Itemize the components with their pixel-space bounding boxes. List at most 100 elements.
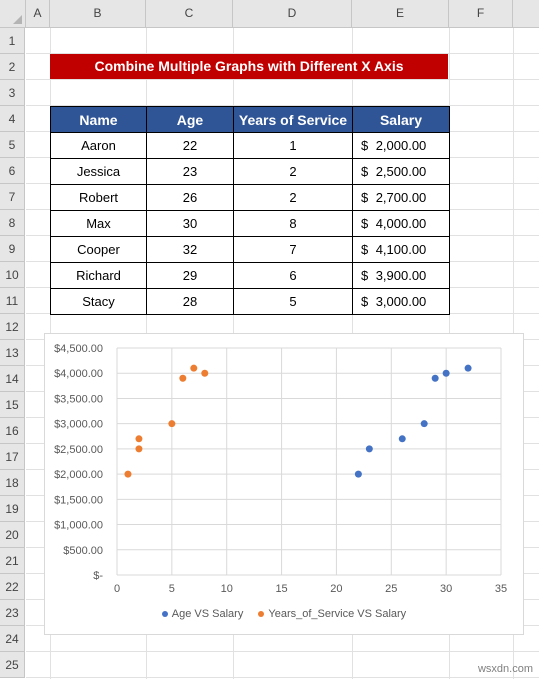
- data-point: [398, 435, 406, 443]
- x-tick-label: 20: [330, 583, 342, 595]
- y-tick-label: $2,000.00: [54, 469, 103, 481]
- data-point: [442, 369, 450, 377]
- scatter-chart[interactable]: $- $500.00 $1,000.00 $1,500.00 $2,000.00 $2,5…: [44, 333, 524, 635]
- cell-salary[interactable]: $3,900.00: [352, 262, 450, 289]
- x-tick-label: 25: [385, 583, 397, 595]
- row-header-24[interactable]: 24: [0, 626, 25, 652]
- gridline-row: [26, 651, 539, 652]
- x-tick-label: 10: [221, 583, 233, 595]
- select-all-triangle: [13, 15, 22, 24]
- cell-age[interactable]: 29: [146, 262, 234, 289]
- row-header-3[interactable]: 3: [0, 80, 25, 106]
- row-header-15[interactable]: 15: [0, 392, 25, 418]
- row-header-20[interactable]: 20: [0, 522, 25, 548]
- column-header-a[interactable]: A: [26, 0, 50, 27]
- data-point: [354, 470, 362, 478]
- legend-item-years[interactable]: Years_of_Service VS Salary: [258, 608, 406, 620]
- cell-years[interactable]: 1: [233, 132, 353, 159]
- cell-years[interactable]: 8: [233, 210, 353, 237]
- data-point: [179, 374, 187, 382]
- x-tick-label: 30: [440, 583, 452, 595]
- cell-name[interactable]: Richard: [50, 262, 147, 289]
- cell-salary[interactable]: $2,500.00: [352, 158, 450, 185]
- cell-name[interactable]: Max: [50, 210, 147, 237]
- cell-age[interactable]: 28: [146, 288, 234, 315]
- gridline-row: [26, 79, 539, 80]
- row-header-16[interactable]: 16: [0, 418, 25, 444]
- cell-years[interactable]: 5: [233, 288, 353, 315]
- y-tick-label: $3,500.00: [54, 393, 103, 405]
- row-header-22[interactable]: 22: [0, 574, 25, 600]
- cell-years[interactable]: 2: [233, 158, 353, 185]
- select-all-button[interactable]: [0, 0, 26, 27]
- table-row: Jessica 23 2 $2,500.00: [50, 158, 450, 185]
- row-header-21[interactable]: 21: [0, 548, 25, 574]
- column-header-d[interactable]: D: [233, 0, 352, 27]
- header-years-of-service[interactable]: Years of Service: [233, 106, 353, 133]
- y-tick-label: $2,500.00: [54, 444, 103, 456]
- row-header-17[interactable]: 17: [0, 444, 25, 470]
- cell-age[interactable]: 22: [146, 132, 234, 159]
- salary-value: 2,700.00: [375, 190, 427, 205]
- table-row: Richard 29 6 $3,900.00: [50, 262, 450, 289]
- cell-salary[interactable]: $4,000.00: [352, 210, 450, 237]
- row-header-19[interactable]: 19: [0, 496, 25, 522]
- cell-years[interactable]: 7: [233, 236, 353, 263]
- row-header-2[interactable]: 2: [0, 54, 25, 80]
- data-point: [464, 364, 472, 372]
- column-header-f[interactable]: F: [449, 0, 513, 27]
- cell-salary[interactable]: $2,000.00: [352, 132, 450, 159]
- sheet-title[interactable]: Combine Multiple Graphs with Different X…: [50, 54, 448, 79]
- cell-age[interactable]: 30: [146, 210, 234, 237]
- row-header-8[interactable]: 8: [0, 210, 25, 236]
- chart-legend: Age VS Salary Years_of_Service VS Salary: [45, 608, 523, 620]
- cell-age[interactable]: 26: [146, 184, 234, 211]
- watermark: wsxdn.com: [477, 663, 533, 675]
- row-header-13[interactable]: 13: [0, 340, 25, 366]
- cell-name[interactable]: Cooper: [50, 236, 147, 263]
- row-header-23[interactable]: 23: [0, 600, 25, 626]
- cell-age[interactable]: 23: [146, 158, 234, 185]
- cell-years[interactable]: 2: [233, 184, 353, 211]
- legend-label-years: Years_of_Service VS Salary: [268, 608, 407, 620]
- table-row: Cooper 32 7 $4,100.00: [50, 236, 450, 263]
- cell-salary[interactable]: $4,100.00: [352, 236, 450, 263]
- data-point: [190, 364, 198, 372]
- currency-symbol: $: [361, 294, 369, 309]
- row-header-12[interactable]: 12: [0, 314, 25, 340]
- header-age[interactable]: Age: [146, 106, 234, 133]
- cell-age[interactable]: 32: [146, 236, 234, 263]
- header-salary[interactable]: Salary: [352, 106, 450, 133]
- cell-name[interactable]: Stacy: [50, 288, 147, 315]
- row-header-18[interactable]: 18: [0, 470, 25, 496]
- y-tick-label: $1,000.00: [54, 520, 103, 532]
- data-point: [431, 374, 439, 382]
- row-header-5[interactable]: 5: [0, 132, 25, 158]
- row-header-4[interactable]: 4: [0, 106, 25, 132]
- legend-marker-years: [258, 611, 265, 618]
- row-header-10[interactable]: 10: [0, 262, 25, 288]
- currency-symbol: $: [361, 190, 369, 205]
- column-header-bar: [0, 0, 539, 28]
- cell-name[interactable]: Robert: [50, 184, 147, 211]
- header-name[interactable]: Name: [50, 106, 147, 133]
- cell-salary[interactable]: $3,000.00: [352, 288, 450, 315]
- row-header-14[interactable]: 14: [0, 366, 25, 392]
- row-header-1[interactable]: 1: [0, 28, 25, 54]
- row-header-7[interactable]: 7: [0, 184, 25, 210]
- cell-name[interactable]: Aaron: [50, 132, 147, 159]
- row-header-25[interactable]: 25: [0, 652, 25, 678]
- cell-name[interactable]: Jessica: [50, 158, 147, 185]
- legend-item-age[interactable]: Age VS Salary: [161, 608, 243, 620]
- row-header-6[interactable]: 6: [0, 158, 25, 184]
- row-header-11[interactable]: 11: [0, 288, 25, 314]
- column-header-b[interactable]: B: [50, 0, 146, 27]
- cell-salary[interactable]: $2,700.00: [352, 184, 450, 211]
- cell-years[interactable]: 6: [233, 262, 353, 289]
- chart-plot: $- $500.00 $1,000.00 $1,500.00 $2,000.00 $2,5…: [54, 343, 507, 595]
- column-header-c[interactable]: C: [146, 0, 233, 27]
- row-header-9[interactable]: 9: [0, 236, 25, 262]
- y-tick-label: $500.00: [63, 545, 103, 557]
- x-tick-label: 0: [114, 583, 120, 595]
- column-header-e[interactable]: E: [352, 0, 449, 27]
